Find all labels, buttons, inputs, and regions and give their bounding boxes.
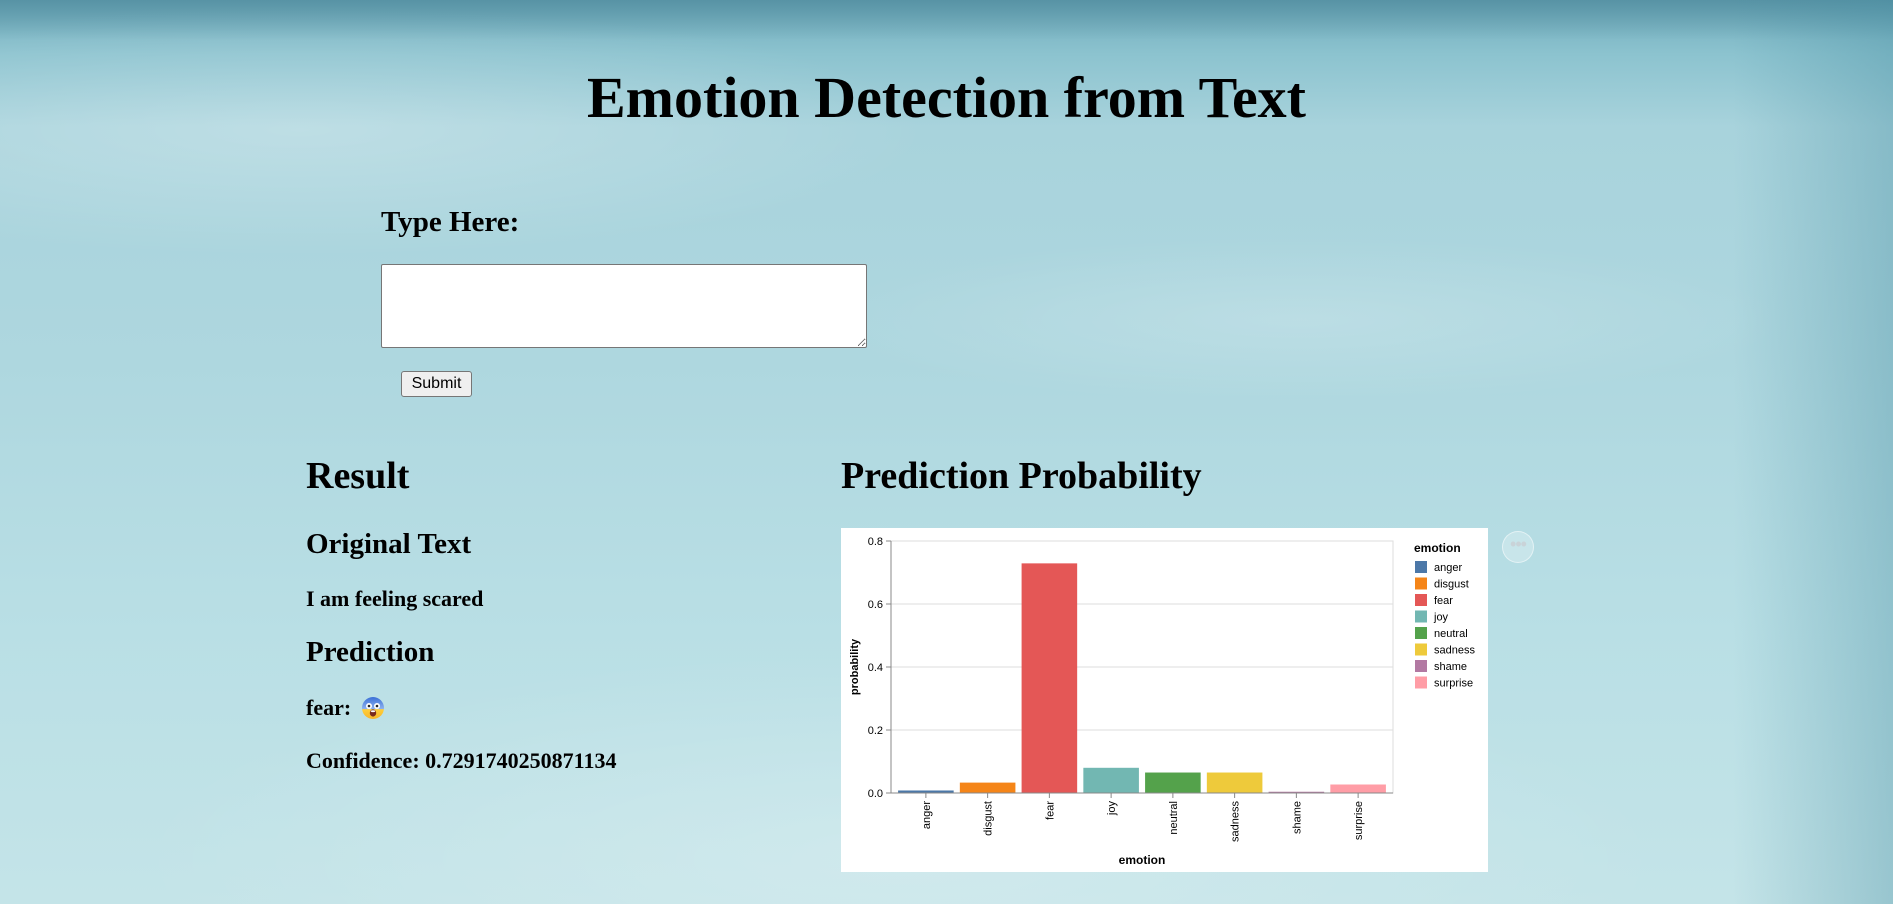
x-tick-label-surprise: surprise [1353,801,1365,840]
y-tick-label: 0.2 [868,725,883,737]
x-tick-label-anger: anger [921,801,933,829]
more-options-icon: ••• [1510,534,1527,554]
y-tick-label: 0.0 [868,788,883,800]
page-title: Emotion Detection from Text [587,65,1306,130]
x-tick-label-shame: shame [1291,801,1303,834]
y-tick-label: 0.6 [868,599,883,611]
text-input[interactable] [381,264,867,348]
legend-swatch-shame [1415,660,1427,672]
probability-chart-svg: 0.0 0.2 0.4 0.6 0.8 probability anger disgust fe… [849,536,1475,867]
x-axis-title: emotion [1119,853,1166,867]
chart-actions-menu-button[interactable]: ••• [1502,531,1534,563]
legend-label-anger: anger [1434,562,1462,574]
probability-heading: Prediction Probability [841,455,1202,497]
bar-sadness [1206,772,1263,793]
submit-button[interactable]: Submit [401,371,472,397]
background-shade-right [1733,0,1893,904]
legend-label-sadness: sadness [1434,645,1475,657]
legend-label-fear: fear [1434,595,1453,607]
prediction-line: fear: [306,695,385,721]
bar-neutral [1145,772,1201,793]
bar-anger [898,790,954,793]
y-axis-title: probability [849,638,861,695]
prediction-heading: Prediction [306,636,435,668]
bar-disgust [959,782,1016,793]
bar-joy [1083,767,1139,793]
legend-title: emotion [1414,541,1461,555]
legend-swatch-disgust [1415,577,1427,590]
legend-label-shame: shame [1434,661,1467,673]
legend-swatch-neutral [1415,627,1427,639]
input-label: Type Here: [381,206,520,238]
background-shade-top [0,0,1893,40]
x-tick-label-neutral: neutral [1168,801,1180,835]
legend-label-neutral: neutral [1434,628,1468,640]
y-tick-label: 0.4 [868,662,883,674]
confidence-text: Confidence: 0.7291740250871134 [306,748,617,773]
x-tick-label-joy: joy [1106,801,1118,817]
legend-swatch-sadness [1415,643,1427,656]
probability-chart: 0.0 0.2 0.4 0.6 0.8 probability anger disgust fe… [841,528,1488,872]
prediction-label: fear: [306,695,352,720]
legend-label-disgust: disgust [1434,579,1469,591]
bar-shame [1268,791,1325,793]
legend-label-surprise: surprise [1434,678,1473,690]
fearful-face-emoji-icon [361,696,385,720]
legend-swatch-joy [1415,610,1427,623]
y-tick-label: 0.8 [868,536,883,548]
x-tick-label-fear: fear [1044,801,1056,820]
original-text: I am feeling scared [306,586,484,611]
original-text-heading: Original Text [306,528,472,560]
x-tick-label-sadness: sadness [1230,801,1242,842]
legend-label-joy: joy [1433,612,1449,624]
result-heading: Result [306,455,410,497]
bar-surprise [1330,784,1386,793]
legend-swatch-surprise [1415,676,1427,689]
x-tick-label-disgust: disgust [983,801,995,836]
bar-fear [1021,563,1078,793]
legend-swatch-fear [1415,594,1427,606]
legend-swatch-anger [1415,561,1427,573]
